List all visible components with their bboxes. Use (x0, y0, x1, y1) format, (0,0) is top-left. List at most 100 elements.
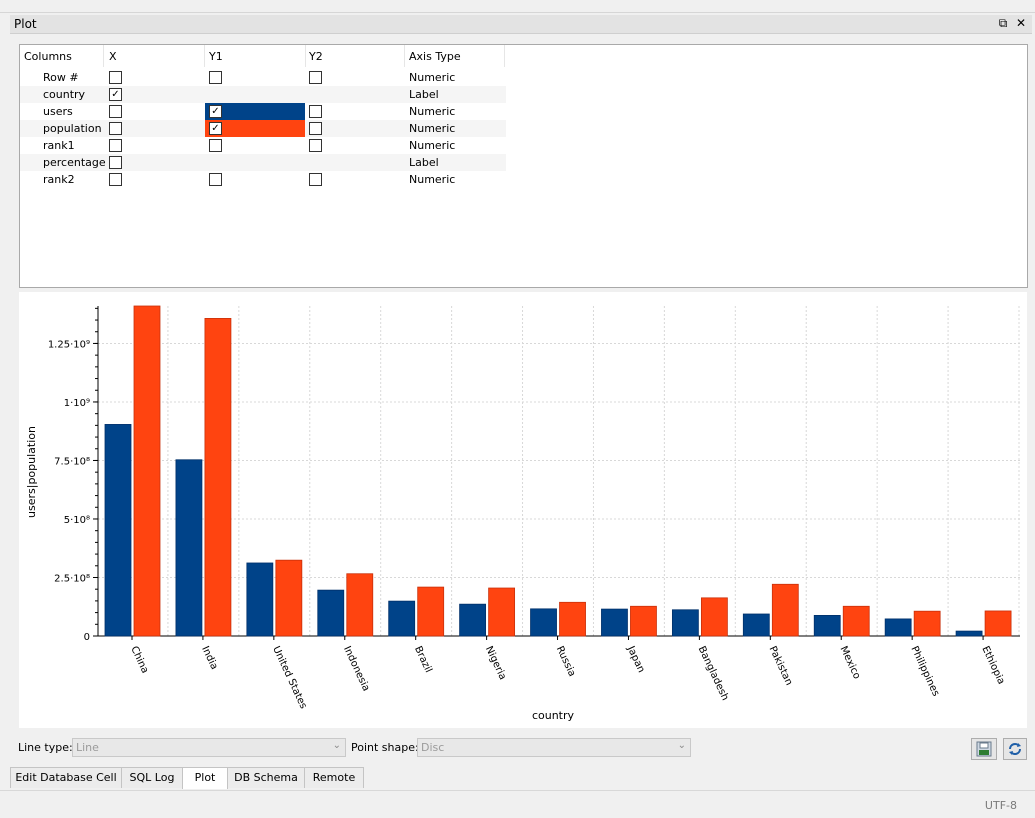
series-color-swatch[interactable] (205, 120, 305, 137)
line-type-select[interactable]: Line ⌄ (72, 738, 346, 757)
bar-users-brazil[interactable] (388, 600, 416, 637)
x-checkbox[interactable] (109, 71, 122, 84)
column-row-country[interactable]: country ✓ Label (20, 86, 506, 103)
bar-population-japan[interactable] (630, 605, 657, 637)
y-tick-label: 5·10⁸ (64, 515, 90, 526)
y2-checkbox[interactable] (309, 139, 322, 152)
y2-checkbox[interactable] (309, 105, 322, 118)
bar-users-china[interactable] (104, 424, 132, 637)
y2-checkbox[interactable] (309, 173, 322, 186)
column-row-users[interactable]: users ✓ Numeric (20, 103, 506, 120)
bar-population-china[interactable] (133, 305, 161, 637)
columns-table: Columns X Y1 Y2 Axis Type Row # Numeric co… (19, 44, 1028, 288)
refresh-button[interactable] (1003, 738, 1027, 760)
y1-checkbox[interactable] (209, 71, 222, 84)
bar-users-russia[interactable] (530, 608, 557, 637)
x-tick-label: Brazil (412, 645, 434, 675)
bar-users-united-states[interactable] (246, 562, 274, 637)
bar-population-pakistan[interactable] (771, 583, 799, 637)
bar-chart: 0 2.5·10⁸ 5·10⁸ 7.5·10⁸ 1·10⁹ 1.25·10⁹ China In… (25, 305, 1020, 722)
bar-population-mexico[interactable] (842, 605, 870, 637)
bar-population-united-states[interactable] (275, 559, 303, 637)
x-tick-label: Japan (624, 644, 646, 675)
bar-users-japan[interactable] (601, 608, 628, 637)
bar-users-nigeria[interactable] (459, 603, 487, 637)
status-bar: UTF-8 (0, 790, 1035, 818)
bar-users-pakistan[interactable] (742, 613, 770, 637)
bar-users-philippines[interactable] (884, 618, 912, 637)
column-name: rank1 (43, 139, 75, 152)
header-separator (305, 45, 306, 67)
x-tick-label: Bangladesh (696, 645, 731, 703)
axis-type: Numeric (409, 139, 456, 152)
header-axis-type[interactable]: Axis Type (409, 50, 461, 63)
y2-checkbox[interactable] (309, 71, 322, 84)
x-tick-label: Mexico (838, 645, 863, 681)
bar-users-mexico[interactable] (813, 615, 841, 637)
column-row-population[interactable]: population ✓ Numeric (20, 120, 506, 137)
header-y1[interactable]: Y1 (209, 50, 223, 63)
encoding-label: UTF-8 (984, 799, 1017, 812)
y2-checkbox[interactable] (309, 122, 322, 135)
bar-users-bangladesh[interactable] (671, 609, 699, 637)
header-x[interactable]: X (109, 50, 117, 63)
bar-population-brazil[interactable] (417, 586, 445, 637)
x-checkbox[interactable] (109, 122, 122, 135)
column-row-row-[interactable]: Row # Numeric (20, 69, 506, 86)
x-checkbox[interactable] (109, 156, 122, 169)
y-tick-label: 0 (84, 632, 90, 643)
point-shape-select[interactable]: Disc ⌄ (417, 738, 691, 757)
x-tick-label: Pakistan (767, 645, 795, 688)
close-dock-icon[interactable]: ✕ (1015, 16, 1027, 30)
tab-edit-database-cell[interactable]: Edit Database Cell (10, 767, 122, 788)
save-image-button[interactable] (971, 738, 997, 760)
column-row-rank2[interactable]: rank2 Numeric (20, 171, 506, 188)
column-name: country (43, 88, 86, 101)
header-separator (103, 45, 104, 67)
bar-users-indonesia[interactable] (317, 589, 345, 637)
x-checkbox[interactable]: ✓ (109, 88, 122, 101)
y1-checkbox[interactable] (209, 173, 222, 186)
y1-checkbox[interactable]: ✓ (209, 122, 222, 135)
point-shape-label: Point shape: (351, 741, 419, 754)
bar-population-ethiopia[interactable] (984, 610, 1012, 637)
x-checkbox[interactable] (109, 139, 122, 152)
column-name: percentage (43, 156, 106, 169)
header-columns[interactable]: Columns (24, 50, 72, 63)
bar-population-russia[interactable] (559, 601, 586, 637)
column-row-percentage[interactable]: percentage Label (20, 154, 506, 171)
x-tick-label: India (199, 645, 219, 672)
bar-users-india[interactable] (175, 459, 203, 637)
y1-checkbox[interactable]: ✓ (209, 105, 222, 118)
column-name: population (43, 122, 102, 135)
x-checkbox[interactable] (109, 105, 122, 118)
bar-population-indonesia[interactable] (346, 573, 374, 637)
tab-plot[interactable]: Plot (182, 767, 228, 789)
x-tick-label: Philippines (908, 645, 941, 698)
axis-type: Numeric (409, 105, 456, 118)
bar-population-bangladesh[interactable] (700, 597, 728, 637)
column-name: users (43, 105, 73, 118)
plot-area[interactable]: 0 2.5·10⁸ 5·10⁸ 7.5·10⁸ 1·10⁹ 1.25·10⁹ China In… (19, 292, 1027, 728)
float-dock-icon[interactable]: ⧉ (998, 16, 1008, 30)
tab-sql-log[interactable]: SQL Log (121, 767, 183, 788)
y1-checkbox[interactable] (209, 139, 222, 152)
line-type-label: Line type: (18, 741, 73, 754)
bar-users-ethiopia[interactable] (955, 630, 983, 637)
line-type-value: Line (76, 741, 99, 754)
y-tick-label: 1·10⁹ (64, 398, 90, 409)
axis-type: Numeric (409, 122, 456, 135)
tab-db-schema[interactable]: DB Schema (227, 767, 305, 788)
header-separator (204, 45, 205, 67)
x-tick-label: Russia (554, 645, 578, 679)
bar-population-nigeria[interactable] (488, 587, 516, 637)
x-checkbox[interactable] (109, 173, 122, 186)
header-y2[interactable]: Y2 (309, 50, 323, 63)
bar-population-india[interactable] (204, 318, 232, 637)
column-row-rank1[interactable]: rank1 Numeric (20, 137, 506, 154)
tab-remote[interactable]: Remote (304, 767, 364, 788)
series-color-swatch[interactable] (205, 103, 305, 120)
chevron-down-icon: ⌄ (677, 740, 686, 751)
bar-population-philippines[interactable] (913, 610, 941, 637)
y-axis-label: users|population (25, 426, 38, 518)
